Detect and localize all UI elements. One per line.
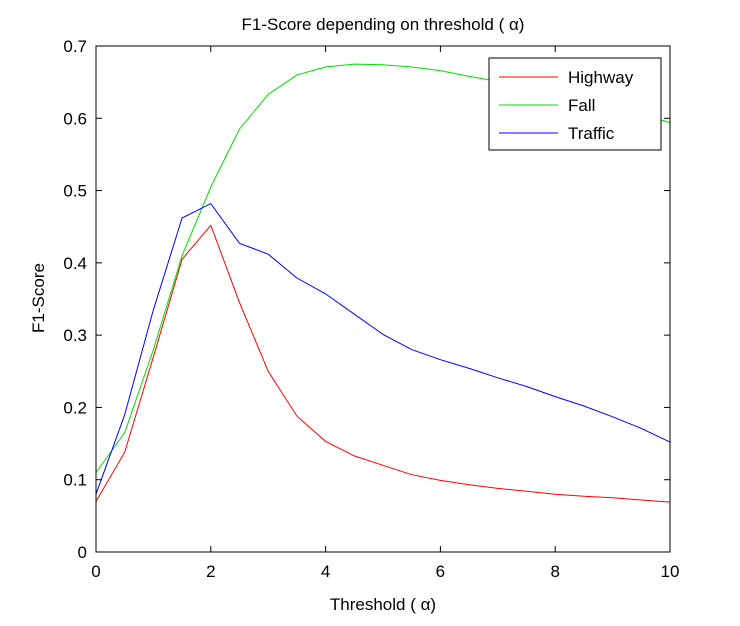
y-tick-label: 0.1 <box>63 471 87 490</box>
y-axis-label: F1-Score <box>29 263 48 333</box>
y-tick-label: 0.6 <box>63 109 87 128</box>
x-tick-label: 0 <box>91 562 100 581</box>
y-tick-label: 0.2 <box>63 398 87 417</box>
legend-label-traffic: Traffic <box>568 124 615 143</box>
y-tick-label: 0.5 <box>63 182 87 201</box>
legend-label-fall: Fall <box>568 96 595 115</box>
series-line-traffic <box>95 202 671 495</box>
y-tick-label: 0.7 <box>63 37 87 56</box>
y-tick-label: 0 <box>78 543 87 562</box>
series-line-highway <box>95 224 671 503</box>
legend: Highway Fall Traffic <box>488 57 662 151</box>
plot-area-frame <box>95 45 671 553</box>
chart-title: F1-Score depending on threshold ( α) <box>242 15 525 34</box>
x-tick-label: 4 <box>321 562 330 581</box>
x-tick-label: 6 <box>436 562 445 581</box>
legend-box <box>488 57 662 151</box>
x-tick-label: 10 <box>661 562 680 581</box>
legend-label-highway: Highway <box>568 68 634 87</box>
axes-layer: 0 2 4 6 8 10 0 0.1 0.2 0.3 0.4 0.5 0.6 0.7 <box>63 37 679 581</box>
y-tick-label: 0.3 <box>63 326 87 345</box>
x-tick-label: 8 <box>550 562 559 581</box>
x-axis-label: Threshold ( α) <box>330 595 436 614</box>
x-tick-label: 2 <box>206 562 215 581</box>
y-tick-label: 0.4 <box>63 254 87 273</box>
